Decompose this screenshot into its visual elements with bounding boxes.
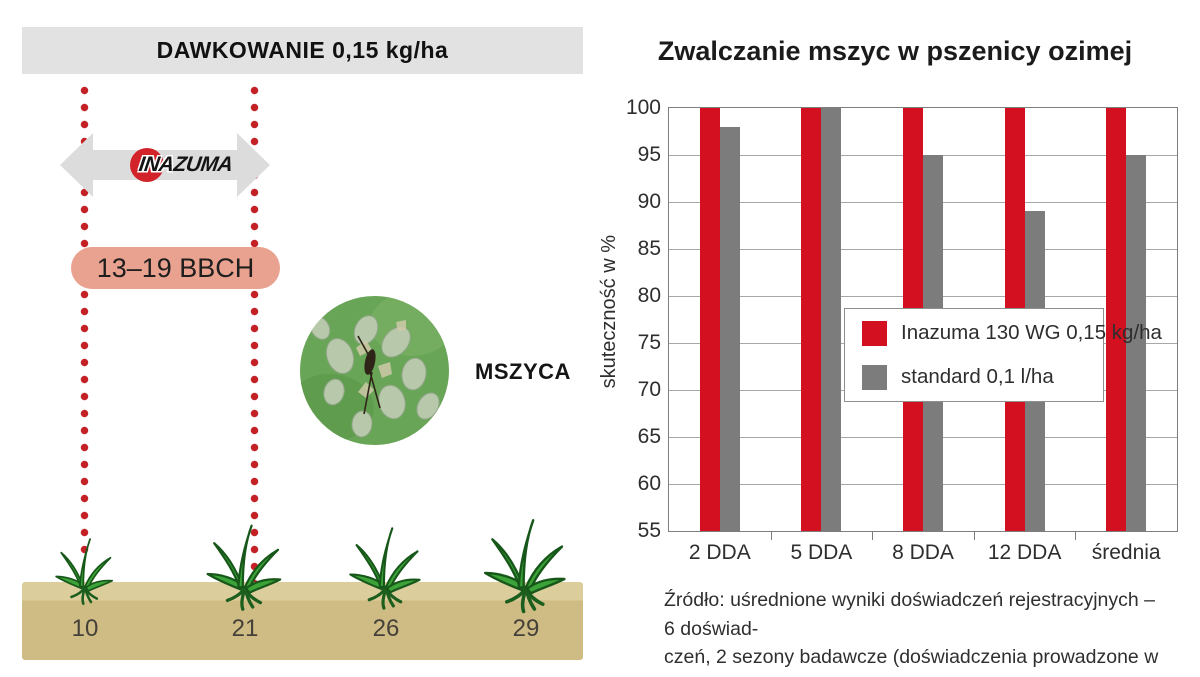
chart-plot-area: Inazuma 130 WG 0,15 kg/ha standard 0,1 l…: [626, 96, 1178, 564]
y-tick-label-95: 95: [637, 143, 661, 166]
soil-band: [22, 582, 583, 660]
x-axis-tick: [973, 531, 975, 540]
x-axis-tick: [770, 531, 772, 540]
source-line-1: Źródło: uśrednione wyniki doświadczeń re…: [664, 589, 1155, 640]
legend-row-standard: standard 0,1 l/ha: [845, 357, 1103, 397]
bar-series1-5-dda: [801, 108, 822, 531]
y-tick-label-70: 70: [637, 378, 661, 401]
aphid-photo: [300, 296, 449, 445]
source-note: Źródło: uśrednione wyniki doświadczeń re…: [664, 586, 1169, 677]
wheat-plant-4: [483, 518, 567, 614]
source-line-2: czeń, 2 sezony badawcze (doświadczenia p…: [664, 646, 1159, 677]
dosing-header: DAWKOWANIE 0,15 kg/ha: [22, 27, 583, 74]
bar-series2-średnia: [1126, 155, 1147, 531]
bbch-stage-number-26: 26: [372, 615, 400, 642]
x-axis-label-12-dda: 12 DDA: [987, 541, 1062, 564]
inazuma-logo-circle-icon: [130, 148, 164, 182]
y-tick-label-90: 90: [637, 190, 661, 213]
y-tick-label-65: 65: [637, 425, 661, 448]
y-tick-label-55: 55: [637, 519, 661, 542]
legend-label-standard: standard 0,1 l/ha: [901, 365, 1054, 388]
bar-series2-5-dda: [821, 108, 842, 531]
wheat-plant-3: [348, 526, 422, 610]
application-window-arrow-icon: [60, 133, 270, 197]
x-axis-label-średnia: średnia: [1091, 541, 1161, 564]
wheat-plant-2: [205, 523, 282, 611]
chart-legend: Inazuma 130 WG 0,15 kg/ha standard 0,1 l…: [844, 308, 1162, 402]
y-tick-label-75: 75: [637, 331, 661, 354]
bbch-stage-number-10: 10: [71, 615, 99, 642]
bbch-stage-number-29: 29: [512, 615, 540, 642]
inazuma-logo-ina: INA: [137, 153, 176, 176]
dotted-application-line-right: [250, 82, 259, 587]
bbch-stage-number-21: 21: [231, 615, 259, 642]
legend-swatch-red: [862, 320, 887, 346]
bar-series1-2-dda: [699, 108, 720, 531]
inazuma-logo-zuma: ZUMA: [172, 153, 235, 176]
bar-series1-średnia: [1106, 108, 1127, 531]
wheat-plants-illustration: [54, 518, 567, 614]
chart-title: Zwalczanie mszyc w pszenicy ozimej: [657, 36, 1133, 66]
dotted-application-line-left: [80, 82, 89, 554]
y-tick-label-80: 80: [637, 284, 661, 307]
x-axis-label-8-dda: 8 DDA: [892, 541, 954, 564]
legend-label-inazuma: Inazuma 130 WG 0,15 kg/ha: [901, 321, 1162, 344]
legend-row-inazuma: Inazuma 130 WG 0,15 kg/ha: [845, 313, 1162, 353]
aphid-photo-label: MSZYCA: [475, 359, 571, 384]
y-tick-label-60: 60: [637, 472, 661, 495]
bar-series2-2-dda: [719, 126, 740, 531]
x-axis-label-5-dda: 5 DDA: [790, 541, 853, 564]
bbch-range-pill: 13–19 BBCH: [71, 247, 280, 289]
y-tick-label-100: 100: [625, 96, 661, 119]
inazuma-logo: INAZUMA: [137, 153, 234, 177]
x-axis-label-2-dda: 2 DDA: [688, 541, 751, 564]
x-axis-tick: [1075, 531, 1077, 540]
y-tick-label-85: 85: [637, 237, 661, 260]
legend-swatch-gray: [862, 364, 887, 390]
x-axis-tick: [872, 531, 874, 540]
wheat-plant-1: [54, 537, 114, 605]
